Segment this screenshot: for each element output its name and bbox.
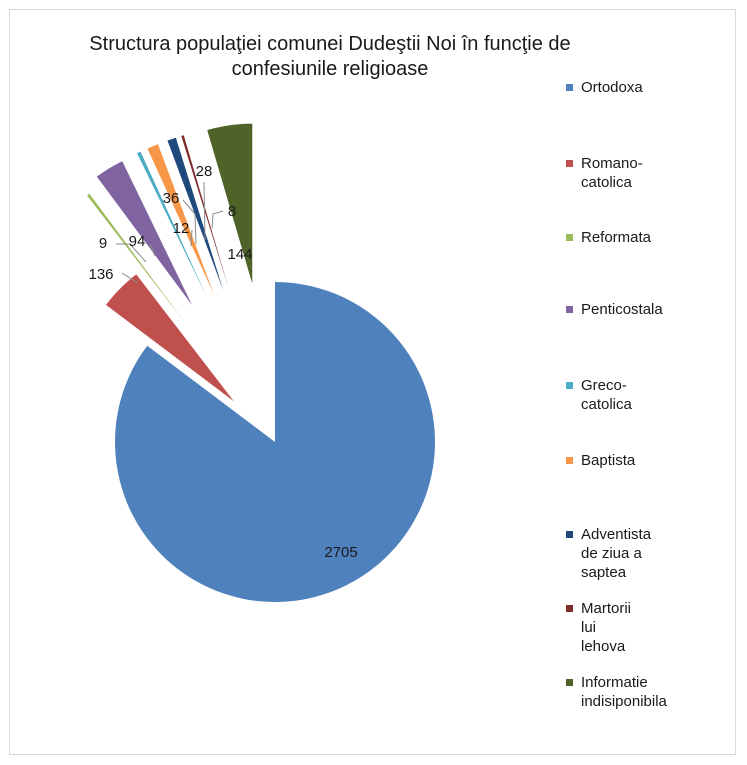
data-label-9: 144 xyxy=(227,246,252,263)
leader-line-8 xyxy=(211,210,224,229)
data-label-4: 94 xyxy=(129,233,146,250)
legend-swatch-9 xyxy=(566,679,573,686)
pie-slice-8 xyxy=(181,135,229,289)
legend-label-3: Reformata xyxy=(581,229,652,246)
legend-swatch-4 xyxy=(566,306,573,313)
data-label-3: 9 xyxy=(99,235,107,252)
legend-swatch-6 xyxy=(566,457,573,464)
pie-slice-5 xyxy=(137,151,207,298)
pie-slice-4 xyxy=(96,161,193,306)
pie-slice-1 xyxy=(114,282,436,602)
leader-line-6 xyxy=(182,199,197,245)
chart-title: Structura populaţiei comunei Dudeştii No… xyxy=(89,33,571,80)
data-label-6: 36 xyxy=(163,190,180,207)
legend-label-8: Martorii lui lehova xyxy=(581,600,632,655)
data-label-1: 2705 xyxy=(324,544,357,561)
legend-swatch-3 xyxy=(566,234,573,241)
leader-line-3 xyxy=(116,243,147,263)
legend-swatch-2 xyxy=(566,160,573,167)
data-label-5: 12 xyxy=(173,220,190,237)
pie-slice-6 xyxy=(147,144,214,295)
legend-swatch-8 xyxy=(566,605,573,612)
data-label-2: 136 xyxy=(88,266,113,283)
leader-line-7 xyxy=(203,181,206,241)
legend-label-9: Informatie indisiponibila xyxy=(581,674,667,710)
pie-slice-2 xyxy=(106,274,234,402)
legend-label-1: Ortodoxa xyxy=(581,79,643,96)
legend-label-7: Adventista de ziua a saptea xyxy=(581,526,652,581)
legend-label-4: Penticostala xyxy=(581,301,663,318)
legend-label-5: Greco-catolica xyxy=(581,377,632,413)
leader-line-4 xyxy=(149,243,156,257)
leader-line-2 xyxy=(121,272,139,284)
legend-swatch-5 xyxy=(566,382,573,389)
data-label-8: 8 xyxy=(228,203,236,220)
pie-slice-9 xyxy=(207,123,253,284)
legend-label-2: Romano-catolica xyxy=(581,155,643,191)
legend-swatch-1 xyxy=(566,84,573,91)
pie-slice-3 xyxy=(87,193,185,323)
legend-label-6: Baptista xyxy=(581,452,636,469)
leader-line-5 xyxy=(190,229,193,247)
data-label-7: 28 xyxy=(196,163,213,180)
legend-swatch-7 xyxy=(566,531,573,538)
